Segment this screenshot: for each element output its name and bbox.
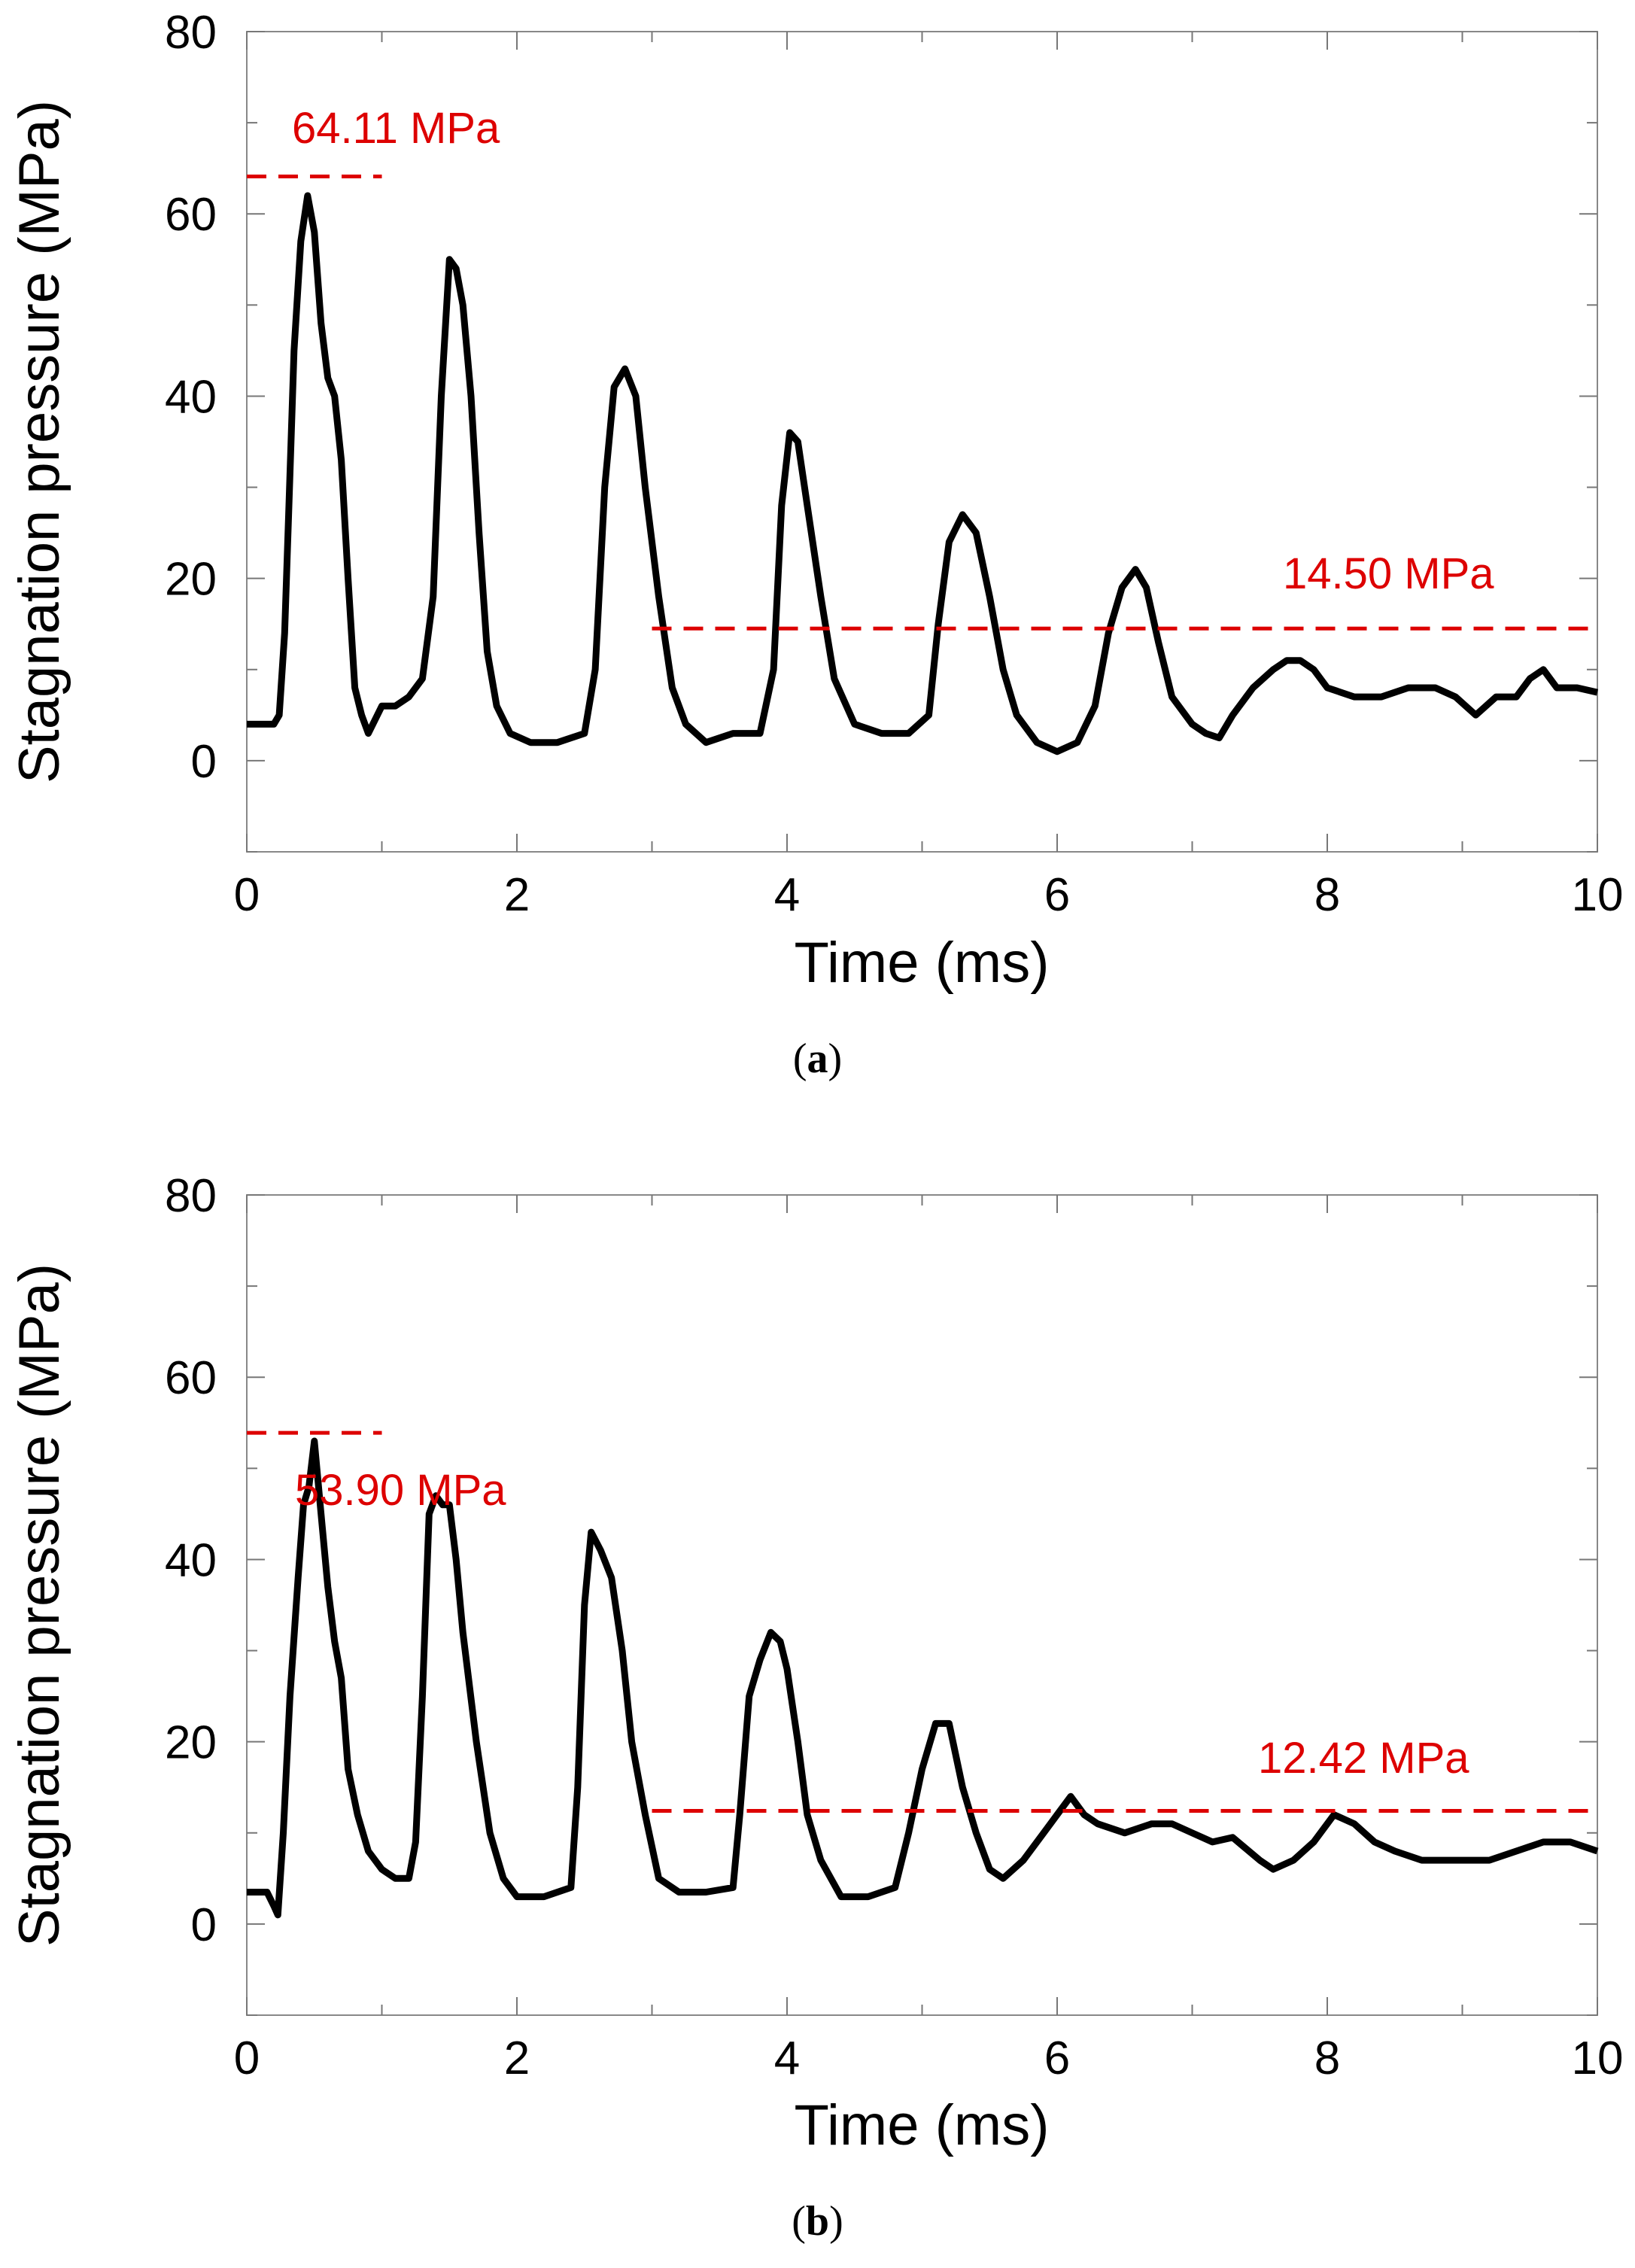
chart-b-svg: 0 20 40 60 80 0 2 4 6 8 10 53.90 MPa 12.42 MPa Ti…	[8, 1170, 1624, 2157]
y-tick-label: 20	[165, 1717, 217, 1769]
chart-a-y-axis-title: Stagnation pressure (MPa)	[8, 100, 71, 783]
chart-a-caption: (a)	[792, 1035, 843, 1082]
chart-a-x-axis-title: Time (ms)	[794, 931, 1049, 995]
chart-b-plot-frame	[246, 1194, 1598, 2016]
chart-a-mean-label: 14.50 MPa	[1283, 549, 1494, 598]
chart-b-mean-label: 12.42 MPa	[1258, 1734, 1469, 1783]
y-tick-label: 60	[165, 1352, 217, 1404]
x-tick-label: 0	[234, 2032, 260, 2084]
chart-b-peak-label: 53.90 MPa	[295, 1466, 506, 1515]
chart-b-y-axis-title: Stagnation pressure (MPa)	[8, 1263, 71, 1947]
chart-b-ticks	[246, 1194, 1598, 2016]
x-tick-label: 4	[774, 869, 800, 921]
y-tick-label: 20	[165, 554, 217, 606]
chart-a: 0 20 40 60 80 0 2 4 6 8 10 64.11 MPa 14.50 MPa Ti…	[0, 0, 1635, 1129]
y-tick-label: 40	[165, 1534, 217, 1586]
chart-b-caption: (b)	[792, 2198, 843, 2245]
chart-b-y-tick-labels: 0 20 40 60 80	[165, 1170, 217, 1951]
x-tick-label: 10	[1572, 869, 1624, 921]
x-tick-label: 4	[774, 2032, 800, 2084]
chart-a-peak-label: 64.11 MPa	[292, 104, 500, 153]
y-tick-label: 80	[165, 7, 217, 59]
y-tick-label: 0	[191, 736, 217, 788]
chart-b-x-tick-labels: 0 2 4 6 8 10	[234, 2032, 1624, 2084]
x-tick-label: 8	[1314, 2032, 1340, 2084]
x-tick-label: 8	[1314, 869, 1340, 921]
x-tick-label: 0	[234, 869, 260, 921]
chart-a-ticks	[246, 31, 1598, 853]
chart-b-x-axis-title: Time (ms)	[794, 2093, 1049, 2157]
x-tick-label: 6	[1044, 2032, 1070, 2084]
y-tick-label: 40	[165, 371, 217, 423]
chart-a-x-tick-labels: 0 2 4 6 8 10	[234, 869, 1624, 921]
y-tick-label: 60	[165, 189, 217, 241]
x-tick-label: 2	[504, 869, 530, 921]
chart-a-caption-letter: a	[807, 1035, 828, 1082]
chart-a-svg: 0 20 40 60 80 0 2 4 6 8 10 64.11 MPa 14.50 MPa Ti…	[8, 7, 1624, 995]
chart-b-caption-letter: b	[805, 2198, 830, 2245]
chart-a-plot-frame	[246, 31, 1598, 853]
chart-b-series-line	[247, 1437, 1599, 1919]
y-tick-label: 0	[191, 1899, 217, 1951]
chart-b: 0 20 40 60 80 0 2 4 6 8 10 53.90 MPa 12.42 MPa Ti…	[0, 1151, 1635, 2264]
y-tick-label: 80	[165, 1170, 217, 1222]
x-tick-label: 10	[1572, 2032, 1624, 2084]
chart-a-y-tick-labels: 0 20 40 60 80	[165, 7, 217, 788]
x-tick-label: 2	[504, 2032, 530, 2084]
x-tick-label: 6	[1044, 869, 1070, 921]
chart-a-series-line	[247, 192, 1598, 755]
